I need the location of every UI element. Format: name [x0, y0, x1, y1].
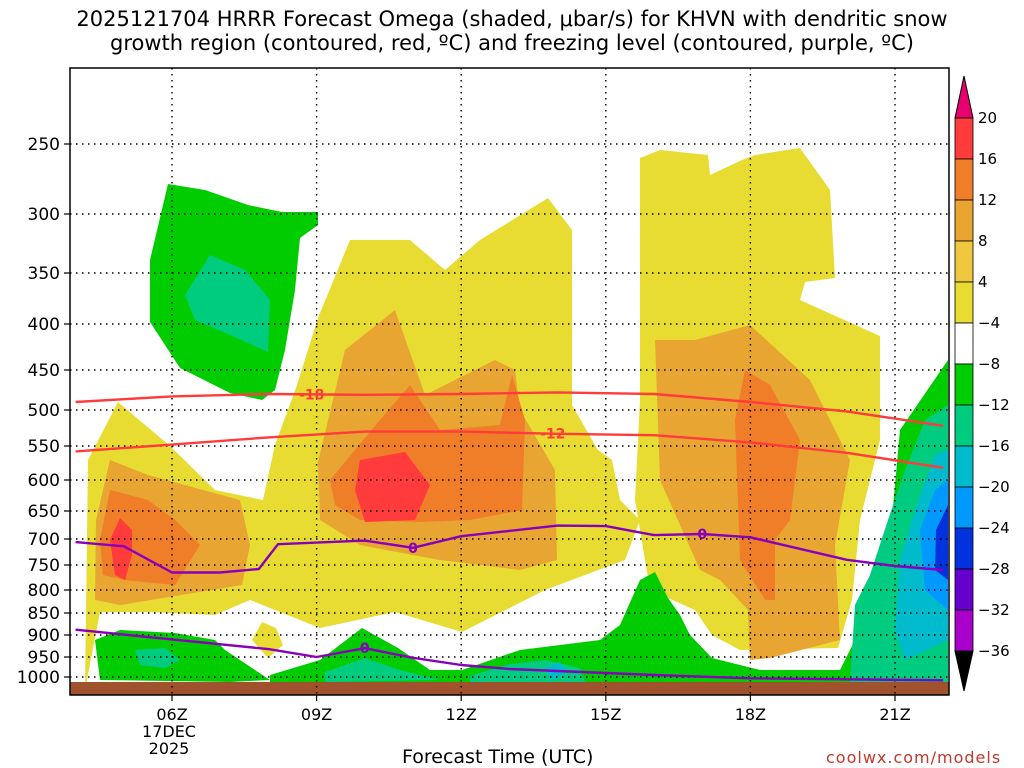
- x-tick-date-label: 17DEC: [142, 722, 196, 741]
- y-tick-label: 700: [28, 530, 60, 550]
- contour-label: 0: [360, 641, 370, 657]
- colorbar-bin: [954, 363, 974, 406]
- colorbar-tick-label: −36: [978, 642, 1010, 660]
- omega-neg8-neg12-region-bottom: [135, 648, 180, 668]
- y-axis-ticks: 2503003504004505005506006507007508008509…: [17, 135, 70, 688]
- colorbar-tick-label: 8: [978, 232, 988, 250]
- colorbar-tick-label: 4: [978, 273, 988, 291]
- x-tick-label: 21Z: [879, 705, 910, 724]
- dgz-temperature-contour: [75, 391, 944, 427]
- y-tick-label: 600: [28, 471, 60, 491]
- colorbar-tick-label: 20: [978, 109, 997, 127]
- colorbar-bin: [954, 445, 974, 488]
- omega-neg8-neg12-region-top: [185, 255, 270, 352]
- y-tick-label: 350: [28, 264, 60, 284]
- shaded-fields: [85, 148, 948, 682]
- colorbar-bin: [954, 568, 974, 611]
- colorbar-tick-label: 16: [978, 150, 997, 168]
- colorbar-bin: [954, 240, 974, 283]
- colorbar-tick-label: 12: [978, 191, 997, 209]
- colorbar-tick-label: −32: [978, 601, 1010, 619]
- y-tick-label: 900: [28, 626, 60, 646]
- contour-label: -12: [540, 427, 565, 443]
- y-tick-label: 550: [28, 437, 60, 457]
- x-tick-label: 12Z: [446, 705, 477, 724]
- x-tick-label: 18Z: [735, 705, 766, 724]
- surface-terrain-strip: [70, 682, 949, 695]
- x-tick-label: 06Z: [156, 705, 187, 724]
- omega-16-20-region-left: [110, 518, 132, 580]
- y-tick-label: 650: [28, 502, 60, 522]
- y-tick-label: 750: [28, 556, 60, 576]
- y-tick-label: 300: [28, 205, 60, 225]
- y-tick-label: 800: [28, 581, 60, 601]
- contour-lines: -18 -12 0 0 0: [75, 387, 944, 682]
- omega-12-16-region-right: [735, 370, 800, 600]
- x-tick-year-label: 2025: [149, 739, 190, 758]
- colorbar-tick-label: −8: [978, 355, 1000, 373]
- colorbar-bin: [954, 404, 974, 447]
- freezing-level-contour: [75, 524, 944, 574]
- omega-neg20-neg24-region-right: [935, 505, 948, 580]
- colorbar-bin: [954, 609, 974, 652]
- colorbar-top-arrow: [954, 75, 974, 119]
- chart-title-line-2: growth region (contoured, red, ºC) and f…: [110, 31, 914, 55]
- colorbar-bin: [954, 199, 974, 242]
- colorbar-tick-label: −12: [978, 396, 1010, 414]
- colorbar-bin: [954, 527, 974, 570]
- omega-neg4-neg8-region-bottom: [95, 630, 270, 682]
- contour-label: -18: [299, 387, 324, 403]
- dgz-temperature-contour: [75, 430, 944, 469]
- colorbar-tick-label: −28: [978, 560, 1010, 578]
- colorbar-tick-label: −4: [978, 314, 1000, 332]
- y-tick-label: 250: [28, 135, 60, 155]
- y-tick-label: 450: [28, 361, 60, 381]
- credit-text: coolwx.com/models: [826, 748, 1002, 767]
- grid-lines: [70, 68, 949, 695]
- colorbar-bin: [954, 322, 974, 365]
- colorbar-bottom-arrow: [954, 650, 974, 692]
- colorbar-bin: [954, 486, 974, 529]
- freezing-level-contour: [75, 628, 944, 682]
- contour-label: 0: [408, 541, 418, 557]
- colorbar: 20 16 12 8 4 −4 −8 −12 −16 −20 −24 −28 −32 −36: [954, 75, 1010, 692]
- y-tick-label: 950: [28, 648, 60, 668]
- x-axis-title: Forecast Time (UTC): [402, 746, 594, 768]
- colorbar-bin: [954, 117, 974, 160]
- colorbar-bin: [954, 158, 974, 201]
- y-tick-label: 1000: [17, 668, 60, 688]
- colorbar-tick-label: −24: [978, 519, 1010, 537]
- y-tick-label: 850: [28, 604, 60, 624]
- y-tick-label: 400: [28, 315, 60, 335]
- x-tick-label: 09Z: [301, 705, 332, 724]
- omega-neg16-neg20-region-right: [920, 480, 948, 610]
- chart-title-line-1: 2025121704 HRRR Forecast Omega (shaded, …: [76, 7, 948, 31]
- colorbar-tick-label: −20: [978, 478, 1010, 496]
- colorbar-bin: [954, 281, 974, 324]
- omega-neg8-neg12-region-mid: [325, 658, 440, 682]
- colorbar-tick-label: −16: [978, 437, 1010, 455]
- omega-16-20-region-center: [355, 452, 430, 522]
- contour-label: 0: [697, 527, 707, 543]
- plot-frame: [69, 67, 950, 696]
- x-tick-label: 15Z: [590, 705, 621, 724]
- omega-4-8-blob: [252, 622, 283, 658]
- y-tick-label: 500: [28, 401, 60, 421]
